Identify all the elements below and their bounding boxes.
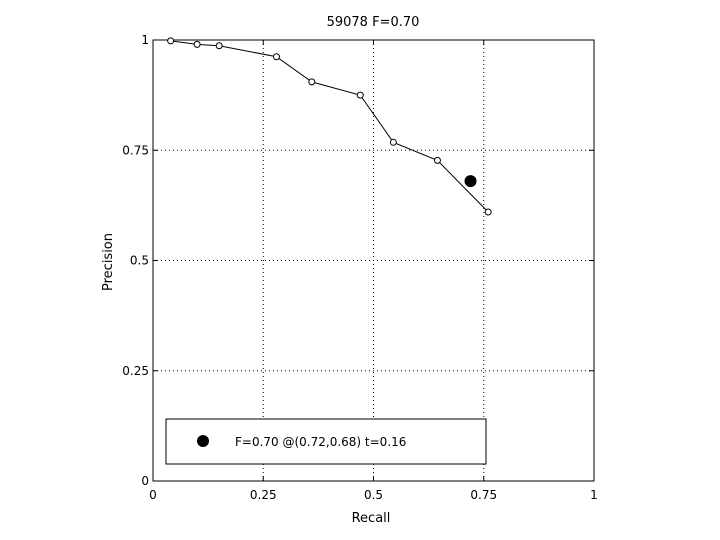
chart-title: 59078 F=0.70 [327, 15, 420, 30]
x-tick-label: 0.25 [250, 488, 277, 502]
data-point [193, 40, 201, 48]
legend-marker-icon [197, 435, 209, 447]
x-axis-label: Recall [352, 511, 391, 526]
y-axis-label: Precision [101, 233, 116, 291]
series-line-group [167, 37, 492, 216]
highlight-group [464, 175, 477, 188]
legend: F=0.70 @(0.72,0.68) t=0.16 [165, 418, 487, 465]
y-ticks: 0 0.25 0.5 0.75 1 [122, 33, 594, 488]
data-point [167, 37, 175, 45]
legend-label: F=0.70 @(0.72,0.68) t=0.16 [235, 435, 406, 449]
y-tick-label: 0.75 [122, 143, 149, 157]
y-tick-label: 0 [141, 474, 149, 488]
data-point [433, 156, 441, 164]
x-tick-label: 0 [149, 488, 157, 502]
legend-box [165, 418, 487, 465]
y-tick-label: 1 [141, 33, 149, 47]
data-point [356, 91, 364, 99]
y-tick-label: 0.5 [130, 254, 149, 268]
x-tick-label: 1 [590, 488, 598, 502]
data-point [308, 78, 316, 86]
x-tick-label: 0.75 [470, 488, 497, 502]
y-tick-label: 0.25 [122, 364, 149, 378]
grid-lines [153, 40, 594, 481]
best-f-point [464, 175, 477, 188]
data-point [272, 53, 280, 61]
x-tick-label: 0.5 [364, 488, 383, 502]
data-point [484, 208, 492, 216]
x-ticks: 0 0.25 0.5 0.75 1 [149, 40, 598, 502]
data-point [389, 138, 397, 146]
data-point [215, 42, 223, 50]
series-line [170, 40, 489, 213]
